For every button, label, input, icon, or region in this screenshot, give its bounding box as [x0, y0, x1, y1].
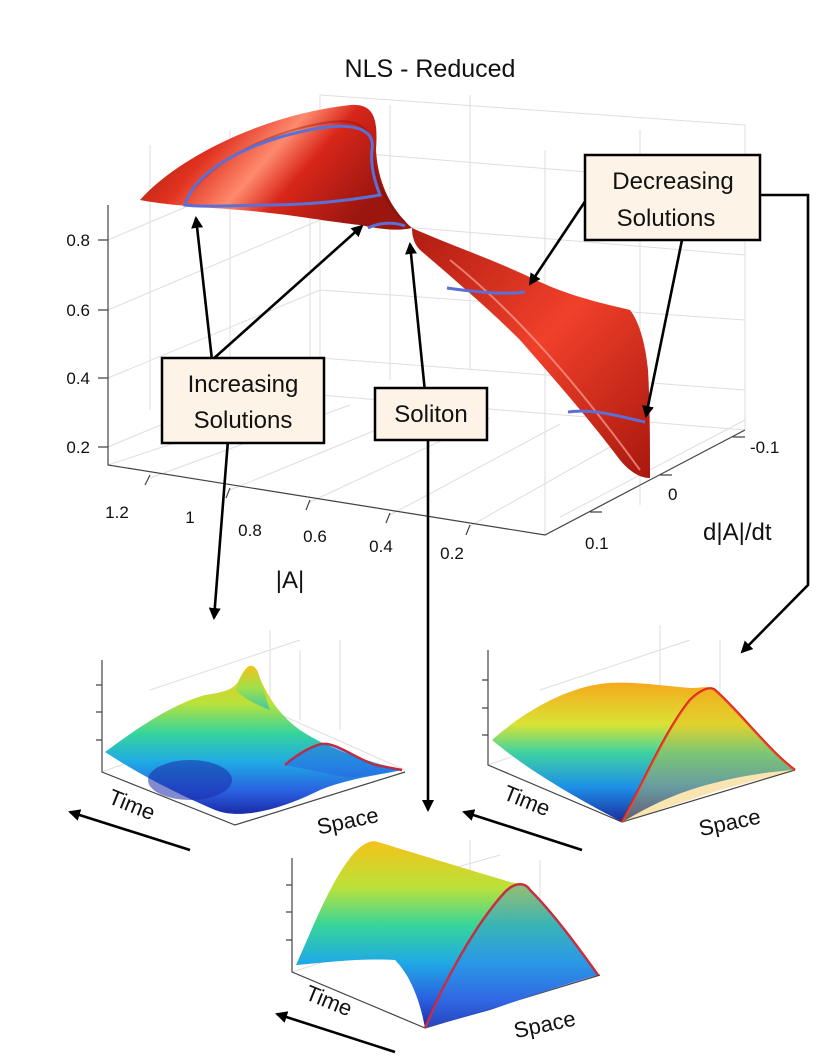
z-tick: 0.2	[66, 438, 90, 457]
x-tick: 0.4	[369, 537, 393, 556]
z-tick: 0.8	[66, 231, 90, 250]
x-tick: 0.6	[303, 527, 327, 546]
z-tick: 0.4	[66, 369, 90, 388]
x-tick: 1	[185, 508, 194, 527]
panel-left-space: Space	[315, 802, 381, 839]
y-tick: 0.1	[585, 534, 609, 553]
curve-decreasing-2	[567, 409, 646, 424]
x-tick: 0.2	[440, 544, 464, 563]
y-axis-label: d|A|/dt	[703, 519, 772, 546]
panel-decreasing: Time Space	[462, 625, 796, 852]
panel-right-time: Time	[500, 780, 554, 821]
arrows	[191, 193, 810, 812]
callout-decreasing-line2: Solutions	[617, 205, 716, 232]
curve-soliton	[367, 221, 406, 230]
y-ticks: -0.1 0 0.1	[585, 438, 779, 553]
x-axis-label: |A|	[276, 567, 304, 594]
z-tick: 0.6	[66, 301, 90, 320]
nls-surface	[140, 104, 650, 478]
panel-bottom-time: Time	[302, 980, 356, 1021]
x-tick: 1.2	[105, 503, 129, 522]
panel-right-space: Space	[696, 804, 762, 841]
chart-title: NLS - Reduced	[345, 55, 516, 83]
curve-decreasing-1	[446, 286, 526, 295]
panel-left-time: Time	[105, 784, 159, 825]
surface-funnel	[140, 104, 412, 230]
callout-decreasing: Decreasing Solutions	[583, 153, 762, 242]
x-ticks: 1.2 1 0.8 0.6 0.4 0.2	[105, 503, 464, 563]
y-tick: -0.1	[750, 438, 779, 457]
callout-soliton: Soliton	[373, 386, 489, 442]
panel-increasing: Time Space	[68, 630, 406, 852]
curve-increasing	[183, 124, 383, 208]
callout-soliton-text: Soliton	[394, 401, 467, 428]
x-tick: 0.8	[238, 521, 262, 540]
callout-increasing-line1: Increasing	[188, 371, 299, 398]
callout-decreasing-line1: Decreasing	[612, 168, 733, 195]
callout-increasing: Increasing Solutions	[160, 356, 326, 445]
callout-increasing-line2: Solutions	[194, 407, 293, 434]
panel-soliton: Time Space	[275, 840, 601, 1054]
panel-bottom-space: Space	[511, 1006, 577, 1043]
y-tick: 0	[668, 485, 677, 504]
z-ticks: 0.8 0.6 0.4 0.2	[66, 231, 90, 457]
